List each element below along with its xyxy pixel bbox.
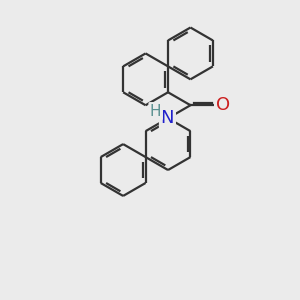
Text: N: N (161, 109, 174, 127)
Text: O: O (216, 96, 230, 114)
Text: H: H (150, 103, 161, 118)
